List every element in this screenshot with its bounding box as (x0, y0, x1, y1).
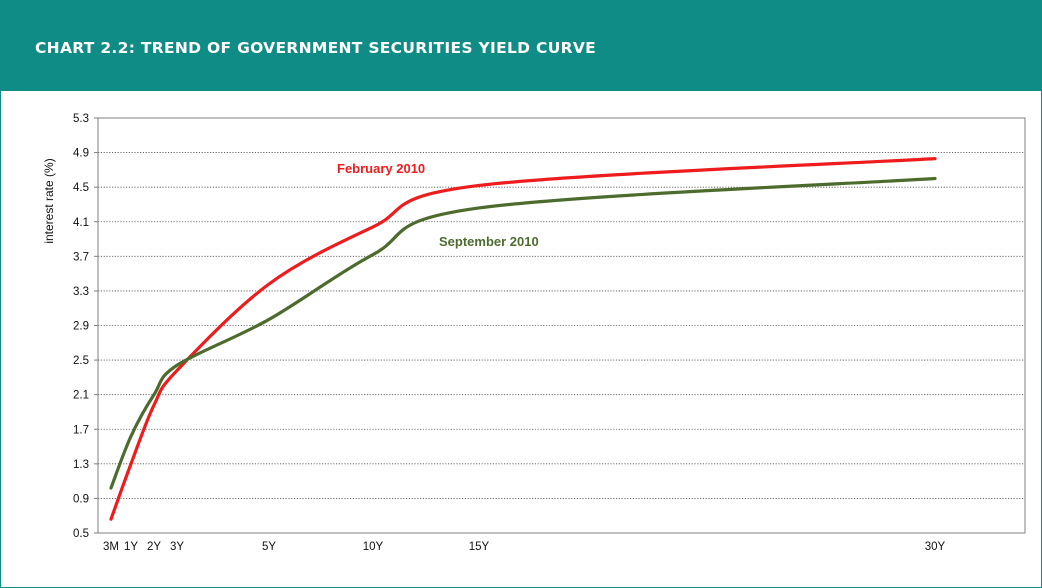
series-label: September 2010 (439, 234, 539, 249)
series-label: February 2010 (337, 161, 425, 176)
y-tick-label: 4.9 (73, 148, 89, 160)
x-tick-label: 10Y (363, 541, 384, 553)
series-line-september-2010 (109, 176, 937, 490)
chart-header: CHART 2.2: TREND OF GOVERNMENT SECURITIE… (1, 1, 1041, 91)
y-tick-label: 3.7 (73, 251, 89, 263)
y-tick-label: 4.5 (73, 182, 89, 194)
y-tick-label: 0.9 (73, 493, 89, 505)
yield-curve-chart: 0.5 0.9 1.3 1.7 2.1 2.5 2.9 3.3 3.7 4.1 4.5 4.9 5.3 3… (42, 113, 1026, 553)
y-tick-label: 2.5 (73, 355, 89, 367)
y-tick-label: 3.3 (73, 286, 89, 298)
y-axis-title: interest rate (%) (42, 158, 56, 243)
y-tick-label: 1.3 (73, 459, 89, 471)
y-tick-label: 4.1 (73, 217, 89, 229)
chart-title: CHART 2.2: TREND OF GOVERNMENT SECURITIE… (35, 39, 597, 57)
x-tick-label: 1Y (124, 541, 138, 553)
y-tick-label: 1.7 (73, 424, 89, 436)
x-tick-label: 15Y (469, 541, 490, 553)
x-tick-label: 30Y (925, 541, 946, 553)
y-tick-label: 5.3 (73, 113, 89, 125)
y-tick-label: 0.5 (73, 528, 89, 540)
y-tick-label: 2.9 (73, 321, 89, 333)
y-tick-label: 2.1 (73, 390, 89, 402)
x-tick-label: 5Y (262, 541, 276, 553)
x-tick-label: 2Y (147, 541, 161, 553)
x-tick-label: 3Y (170, 541, 184, 553)
x-tick-label: 3M (103, 541, 119, 553)
series-line-february-2010 (109, 157, 937, 521)
